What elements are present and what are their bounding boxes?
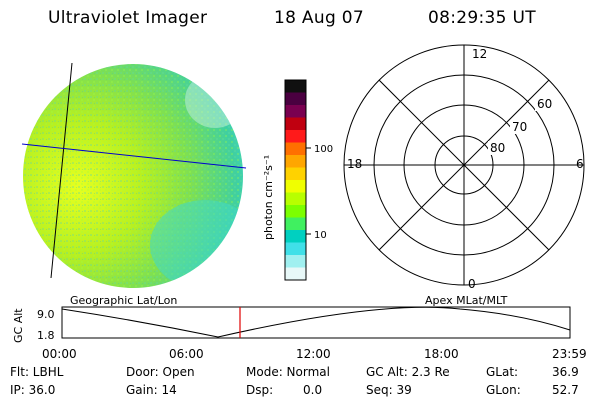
colorbar-swatch [285,180,306,193]
uv-image-disk [21,62,247,288]
lat-label-60: 60 [537,97,552,111]
dsp-value: 0.0 [303,383,323,397]
label-bg [535,97,553,111]
label-bg [488,141,506,155]
gc-alt-status: GC Alt: 2.3 Re [366,365,450,379]
colorbar-tick-10: 10 [314,230,327,241]
latitude-line [21,143,247,169]
colorbar-swatch [285,255,306,268]
colorbar-tick-100: 100 [314,144,333,155]
colorbar-swatch [285,80,306,93]
seq-status: Seq: 39 [366,383,412,397]
lat-label-80: 80 [490,141,505,155]
altitude-curve [61,306,571,338]
longitude-line [50,62,73,279]
door-status: Door: Open [126,365,195,379]
timeline-x-tick-0600: 06:00 [169,347,204,361]
colorbar-swatch [285,155,306,168]
glat-value: 36.9 [552,365,579,379]
observation-date: 18 Aug 07 [274,8,364,28]
label-bg [470,48,486,60]
colorbar-swatch [285,267,306,281]
label-bg [510,120,528,134]
glon-label: GLon: [486,383,521,397]
gain-status: Gain: 14 [126,383,177,397]
colorbar-swatch [285,130,306,143]
timeline-x-tick-2359: 23:59 [552,347,587,361]
colorbar [284,79,307,281]
timeline-y-tick-bottom: 1.8 [37,329,55,342]
mlt-label-12: 12 [472,47,487,61]
colorbar-frame [284,79,307,281]
filter-status: Flt: LBHL [10,365,64,379]
glon-value: 52.7 [552,383,579,397]
timeline-x-tick-1800: 18:00 [424,347,459,361]
timeline-x-tick-0000: 00:00 [42,347,77,361]
observation-time: 08:29:35 UT [428,8,536,28]
colorbar-swatch [285,230,306,243]
colorbar-swatch [285,117,306,131]
mlt-label-18: 18 [347,157,362,171]
timeline-x-tick-1200: 12:00 [296,347,331,361]
timeline-frame [61,306,571,339]
timeline-y-axis-label: GC Alt [12,308,25,343]
colorbar-swatch [285,217,306,231]
glat-label: GLat: [486,365,519,379]
colorbar-swatch [285,205,306,218]
timeline-left-label: Geographic Lat/Lon [70,294,177,307]
dsp-label: Dsp: [246,383,274,397]
ip-status: IP: 36.0 [10,383,56,397]
colorbar-unit-label: photon cm⁻²s⁻¹ [262,155,275,240]
colorbar-swatch [285,142,306,156]
colorbar-swatch [285,192,306,206]
colorbar-swatch [285,242,306,256]
mlt-label-6: 6 [576,157,584,171]
colorbar-swatch [285,105,306,118]
timeline-y-tick-top: 9.0 [37,308,55,321]
colorbar-swatch [285,92,306,106]
app-title: Ultraviolet Imager [48,8,208,28]
colorbar-swatch [285,167,306,181]
mode-status: Mode: Normal [246,365,330,379]
polar-plot [343,44,585,286]
lat-label-70: 70 [512,120,527,134]
timeline-right-label: Apex MLat/MLT [425,294,508,307]
mlt-label-0: 0 [468,277,476,291]
